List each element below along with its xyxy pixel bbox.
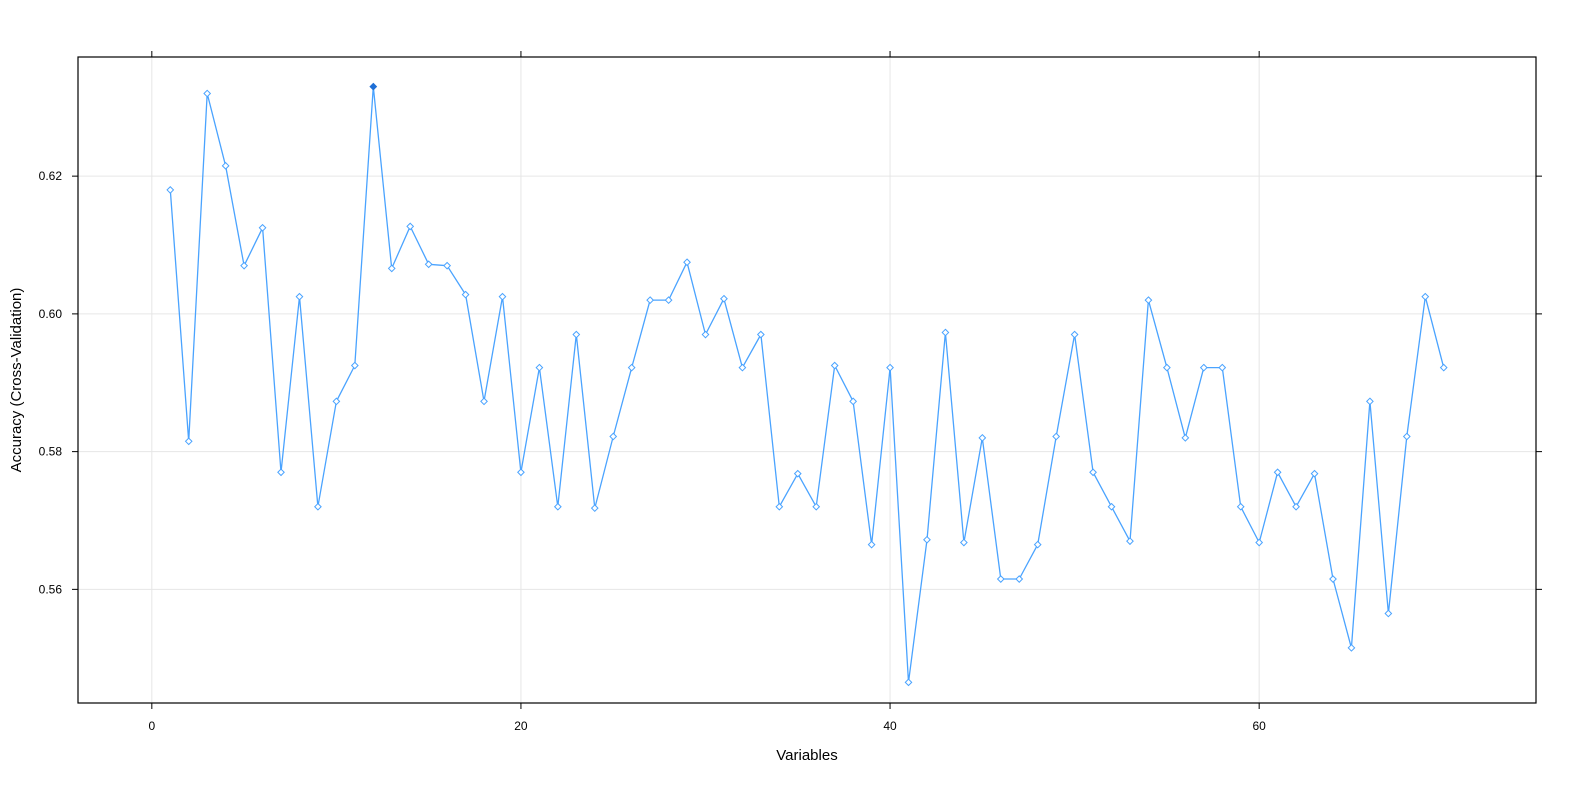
y-tick-label: 0.56 [39, 582, 63, 596]
data-point [1310, 469, 1319, 478]
y-axis-title: Accuracy (Cross-Validation) [8, 288, 25, 473]
data-point [424, 260, 433, 269]
data-point [1402, 432, 1411, 441]
data-point [1015, 575, 1024, 583]
data-point [314, 502, 322, 511]
series-line-group [169, 85, 1445, 683]
data-point [406, 222, 415, 231]
data-point-highlighted [369, 82, 378, 91]
data-point [1439, 363, 1448, 372]
data-point [1033, 540, 1042, 549]
plot-frame [77, 56, 1537, 704]
data-point [941, 328, 950, 337]
data-point [258, 223, 267, 232]
data-point [350, 361, 359, 370]
data-point [498, 292, 507, 301]
data-point [793, 469, 802, 478]
series-line [169, 85, 1445, 683]
data-point [590, 504, 599, 513]
data-point [1199, 363, 1208, 372]
data-point [1052, 432, 1061, 441]
data-point [553, 502, 562, 511]
x-axis-title: Variables [776, 747, 837, 764]
data-point [461, 290, 470, 299]
data-point [1255, 538, 1264, 547]
data-point [1347, 643, 1356, 652]
axis-ticks: 0 20 40 60 0.56 0.58 0.60 0.62 [39, 51, 1542, 733]
data-point [387, 264, 396, 273]
data-point [867, 540, 876, 549]
data-point [849, 397, 858, 406]
data-point [535, 363, 544, 372]
grid [78, 57, 1536, 703]
data-point [627, 363, 636, 372]
data-point [1365, 397, 1374, 406]
data-point [184, 437, 193, 446]
data-point [904, 678, 913, 687]
data-point [1070, 330, 1079, 339]
data-point [775, 502, 784, 511]
data-point [701, 330, 710, 339]
data-point [830, 361, 839, 370]
data-point [646, 296, 655, 305]
data-point [1181, 433, 1190, 442]
data-point [240, 261, 249, 270]
data-point [812, 502, 821, 511]
data-point [1107, 502, 1116, 511]
y-tick-label: 0.58 [39, 445, 63, 459]
data-point [332, 397, 341, 406]
x-tick-label: 60 [1252, 719, 1266, 733]
data-point [1089, 468, 1097, 477]
data-point [720, 294, 728, 303]
data-point [756, 330, 765, 339]
data-point [738, 363, 747, 372]
data-point [203, 89, 212, 98]
data-point [1218, 363, 1227, 372]
data-point [1421, 292, 1430, 301]
data-point [295, 292, 304, 301]
data-point [517, 468, 525, 477]
data-point [572, 330, 581, 339]
data-point [886, 363, 894, 372]
data-point [978, 433, 987, 442]
data-point [1162, 363, 1171, 372]
data-point [1126, 537, 1134, 546]
data-point [1144, 296, 1153, 305]
data-point [609, 432, 618, 441]
y-tick-label: 0.60 [39, 307, 63, 321]
data-point [996, 575, 1005, 583]
data-point [1329, 575, 1337, 583]
data-point [443, 261, 452, 270]
data-point [1292, 502, 1300, 511]
data-point [1384, 609, 1393, 618]
data-point [923, 535, 931, 544]
data-points [166, 82, 1448, 687]
x-tick-label: 20 [514, 719, 528, 733]
data-point [166, 186, 175, 194]
y-tick-label: 0.62 [39, 169, 63, 183]
data-point [664, 296, 673, 305]
data-point [480, 397, 488, 406]
x-tick-label: 0 [148, 719, 155, 733]
x-tick-label: 40 [883, 719, 897, 733]
data-point [1236, 502, 1245, 511]
data-point [221, 161, 230, 170]
data-point [683, 258, 691, 267]
data-point [277, 468, 285, 477]
data-point [959, 538, 968, 547]
data-point [1273, 468, 1282, 477]
